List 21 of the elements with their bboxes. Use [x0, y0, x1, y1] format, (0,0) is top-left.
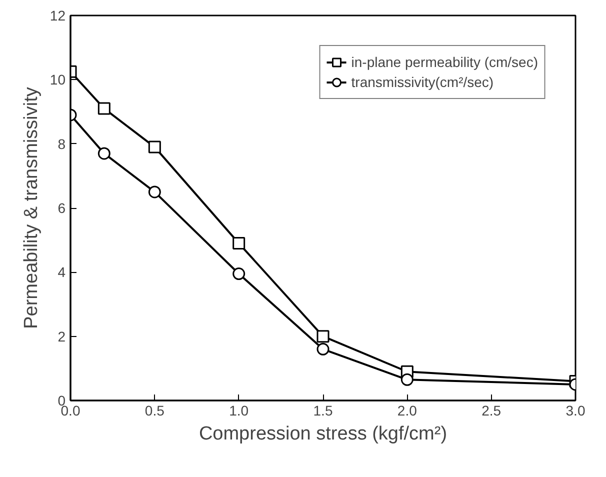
legend-label: transmissivity(cm²/sec) [351, 74, 494, 90]
x-tick-label: 3.0 [566, 402, 586, 418]
y-tick-label: 6 [58, 200, 66, 216]
x-tick-label: 1.0 [229, 402, 249, 418]
y-tick-label: 12 [50, 8, 66, 24]
y-tick-label: 10 [50, 72, 66, 88]
x-tick-label: 2.0 [397, 402, 418, 418]
legend-label: in-plane permeability (cm/sec) [351, 54, 538, 70]
point [232, 237, 246, 250]
x-axis-title: Compression stress (kgf/cm²) [198, 424, 448, 444]
y-axis-title: Permeability & transmissivity [20, 86, 42, 329]
point [316, 330, 330, 343]
point [316, 342, 330, 356]
point [232, 268, 246, 280]
x-tick-label: 2.5 [482, 402, 502, 418]
y-tick-label: 2 [58, 328, 66, 344]
x-tick-label: 1.5 [313, 402, 333, 418]
point [400, 373, 414, 386]
y-tick-label: 4 [58, 264, 66, 280]
y-tick-label: 8 [58, 136, 66, 152]
x-tick-label: 0.5 [144, 402, 165, 418]
